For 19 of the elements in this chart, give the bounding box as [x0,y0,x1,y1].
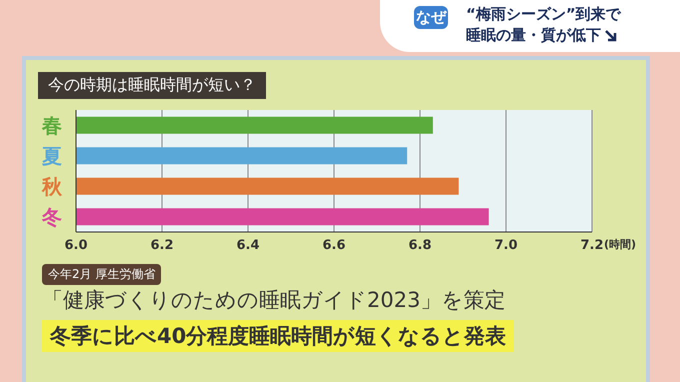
x-tick-label: 6.8 [408,238,432,254]
x-tick-label: 6.2 [150,238,174,254]
text: なぜ [414,6,448,29]
y-tick-label: 秋 [41,174,63,198]
y-tick-label: 春 [41,113,62,138]
text: “梅雨シーズン”到来で [466,4,621,25]
text: 「健康づくりのための睡眠ガイド2023」を策定 [42,287,506,314]
y-tick-label: 夏 [41,144,62,168]
x-tick-label: 7.0 [494,238,518,254]
x-tick-label: 6.0 [64,238,88,254]
x-tick-label: 6.6 [322,238,346,254]
chart-title: 今の時期は睡眠時間が短い？ [38,72,266,99]
text: 睡眠の量・質が低下 [466,25,602,46]
y-tick-label: 冬 [41,204,62,229]
x-tick-label: 7.2 [580,238,604,254]
text: 今年2月 厚生労働省 [42,264,162,285]
x-axis-title: (時間) [604,237,636,252]
x-tick-label: 6.4 [236,238,260,254]
text: 冬季に比べ40分程度睡眠時間が短くなると発表 [42,320,514,352]
